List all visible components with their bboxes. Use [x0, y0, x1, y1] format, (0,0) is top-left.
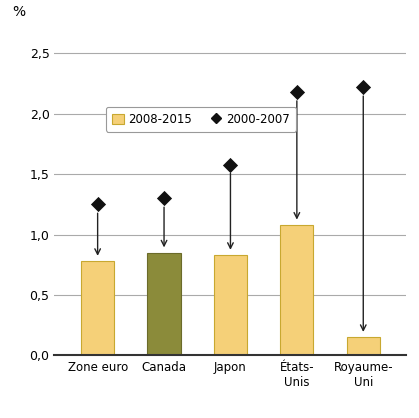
Bar [280, 225, 313, 355]
Legend: 2008-2015, 2000-2007: 2008-2015, 2000-2007 [106, 107, 296, 132]
Bar [81, 261, 114, 355]
Bar [147, 252, 181, 355]
Bar [214, 255, 247, 355]
Point [293, 89, 300, 95]
Point [161, 195, 168, 201]
Bar [347, 337, 380, 355]
Y-axis label: %: % [13, 5, 26, 20]
Point [227, 161, 234, 168]
Point [360, 84, 367, 91]
Point [94, 201, 101, 208]
